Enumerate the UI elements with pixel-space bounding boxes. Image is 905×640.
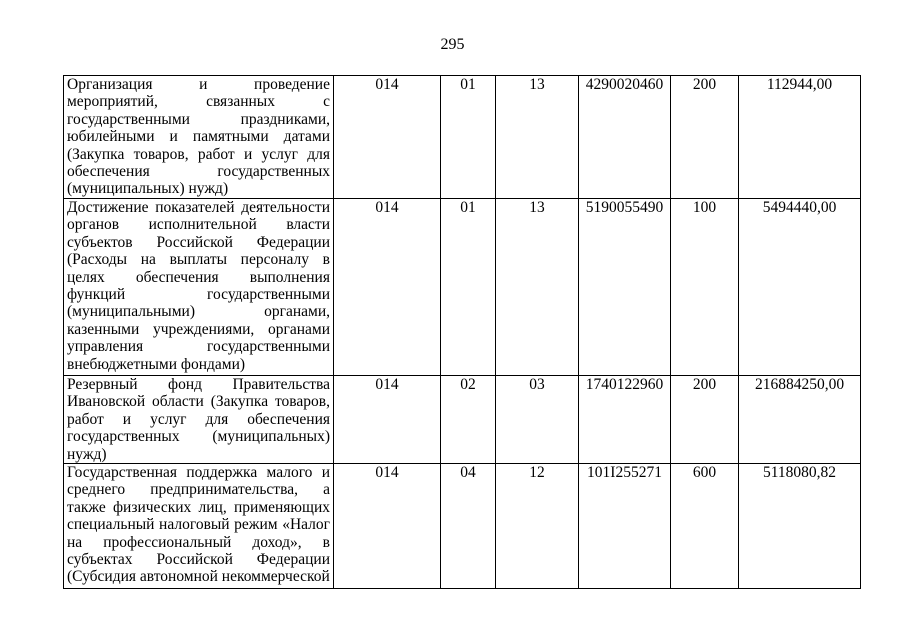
cell-grbs-code: 014 xyxy=(333,198,441,376)
cell-description: Резервный фонд Правительства Ивановской … xyxy=(63,374,334,465)
cell-section-code: 04 xyxy=(440,463,496,590)
cell-section-code: 01 xyxy=(440,75,496,199)
cell-expense-type-code: 200 xyxy=(670,75,739,199)
cell-subsection-code: 13 xyxy=(495,75,579,199)
cell-description-text: Государственная поддержка малого и средн… xyxy=(67,464,330,586)
cell-amount: 5118080,82 xyxy=(738,463,861,590)
table-row: Резервный фонд Правительства Ивановской … xyxy=(63,374,861,465)
cell-description: Государственная поддержка малого и средн… xyxy=(63,463,334,590)
cell-subsection-code: 03 xyxy=(495,374,579,465)
table-row: Государственная поддержка малого и средн… xyxy=(63,463,861,590)
cell-expense-type-code: 100 xyxy=(670,198,739,376)
cell-grbs-code: 014 xyxy=(333,374,441,465)
cell-target-article-code: 101I255271 xyxy=(578,463,671,590)
cell-expense-type-code: 200 xyxy=(670,374,739,465)
cell-target-article-code: 4290020460 xyxy=(578,75,671,199)
page-number: 295 xyxy=(440,36,465,53)
table-row: Организация и проведение мероприятий, св… xyxy=(63,75,861,199)
table-row: Достижение показателей деятельности орга… xyxy=(63,198,861,376)
cell-subsection-code: 13 xyxy=(495,198,579,376)
cell-amount: 216884250,00 xyxy=(738,374,861,465)
budget-table: Организация и проведение мероприятий, св… xyxy=(63,75,861,590)
cell-grbs-code: 014 xyxy=(333,75,441,199)
cell-subsection-code: 12 xyxy=(495,463,579,590)
cell-target-article-code: 5190055490 xyxy=(578,198,671,376)
cell-section-code: 02 xyxy=(440,374,496,465)
cell-grbs-code: 014 xyxy=(333,463,441,590)
cell-expense-type-code: 600 xyxy=(670,463,739,590)
cell-amount: 5494440,00 xyxy=(738,198,861,376)
cell-amount: 112944,00 xyxy=(738,75,861,199)
cell-description: Организация и проведение мероприятий, св… xyxy=(63,75,334,199)
cell-section-code: 01 xyxy=(440,198,496,376)
cell-target-article-code: 1740122960 xyxy=(578,374,671,465)
cell-description: Достижение показателей деятельности орга… xyxy=(63,198,334,376)
